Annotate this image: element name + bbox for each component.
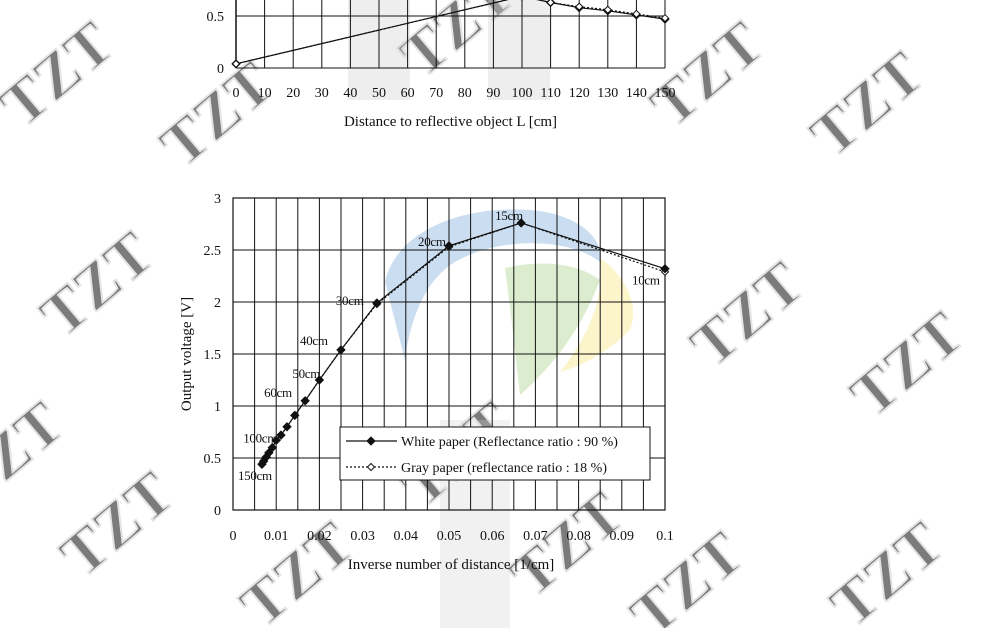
y-tick-label: 2.5 <box>204 244 222 259</box>
top-x-tick-label: 10 <box>258 86 272 101</box>
x-tick-label: 0.07 <box>523 529 548 544</box>
watermark-text: TZT <box>618 519 757 628</box>
distance-annotation: 20cm <box>418 234 446 249</box>
top-x-tick-label: 20 <box>286 86 300 101</box>
top-x-tick-label: 0 <box>233 86 240 101</box>
x-tick-label: 0.01 <box>264 529 289 544</box>
watermark-block <box>488 0 550 100</box>
x-tick-label: 0.02 <box>307 529 332 544</box>
x-tick-label: 0.09 <box>610 529 635 544</box>
watermark-text: TZT <box>678 249 817 381</box>
distance-annotation: 15cm <box>495 208 523 223</box>
watermark-text: TZT <box>28 219 167 351</box>
distance-annotation: 100cm <box>243 430 277 445</box>
top-x-tick-label: 60 <box>401 86 415 101</box>
top-x-tick-label: 40 <box>343 86 357 101</box>
watermark-text: TZT <box>798 39 937 171</box>
legend-label-gray-paper: Gray paper (reflectance ratio : 18 %) <box>401 461 607 476</box>
top-x-tick-label: 70 <box>429 86 443 101</box>
distance-annotation: 40cm <box>300 333 328 348</box>
watermark-text: TZT <box>228 509 367 628</box>
top-y-tick-label: 0 <box>217 62 224 77</box>
top-x-tick-label: 100 <box>512 86 533 101</box>
x-tick-label: 0.03 <box>350 529 375 544</box>
y-tick-label: 0.5 <box>204 452 222 467</box>
y-tick-label: 1.5 <box>204 348 222 363</box>
top-x-tick-label: 90 <box>486 86 500 101</box>
y-tick-label: 0 <box>214 504 221 519</box>
distance-annotation: 60cm <box>264 385 292 400</box>
top-y-tick-label: 0.5 <box>207 10 225 25</box>
top-x-tick-label: 50 <box>372 86 386 101</box>
x-axis-label: Inverse number of distance [1/cm] <box>348 557 555 573</box>
top-x-axis-label: Distance to reflective object L [cm] <box>344 114 557 130</box>
x-tick-label: 0 <box>230 529 237 544</box>
top-x-tick-label: 80 <box>458 86 472 101</box>
top-x-tick-label: 30 <box>315 86 329 101</box>
watermark-text: TZT <box>498 479 637 611</box>
distance-annotation: 10cm <box>632 273 660 288</box>
watermark-text: TZT <box>48 459 187 591</box>
x-tick-label: 0.08 <box>566 529 591 544</box>
x-tick-label: 0.1 <box>656 529 674 544</box>
watermark-text: TZT <box>0 389 77 521</box>
y-axis-label: Output voltage [V] <box>179 297 195 411</box>
series-0-marker <box>283 423 291 431</box>
top-x-tick-label: 130 <box>597 86 618 101</box>
watermark-green-swoosh <box>505 264 600 395</box>
y-tick-label: 2 <box>214 296 221 311</box>
watermark-text: TZT <box>818 509 957 628</box>
distance-annotation: 30cm <box>336 293 364 308</box>
x-tick-label: 0.06 <box>480 529 505 544</box>
distance-annotation: 50cm <box>292 366 320 381</box>
watermark-text: TZT <box>0 9 127 141</box>
y-tick-label: 3 <box>214 192 221 207</box>
x-tick-label: 0.05 <box>437 529 462 544</box>
legend: White paper (Reflectance ratio : 90 %) Gr… <box>340 427 650 480</box>
series-0-marker <box>301 397 309 405</box>
legend-label-white-paper: White paper (Reflectance ratio : 90 %) <box>401 435 618 450</box>
top-x-tick-label: 110 <box>540 86 560 101</box>
y-tick-label: 1 <box>214 400 221 415</box>
distance-annotation: 150cm <box>238 468 272 483</box>
top-x-tick-label: 140 <box>626 86 647 101</box>
x-tick-label: 0.04 <box>394 529 419 544</box>
top-x-tick-label: 120 <box>569 86 590 101</box>
watermark-text: TZT <box>838 299 977 431</box>
top-x-tick-label: 150 <box>655 86 676 101</box>
watermark-text: TZT <box>638 9 777 141</box>
